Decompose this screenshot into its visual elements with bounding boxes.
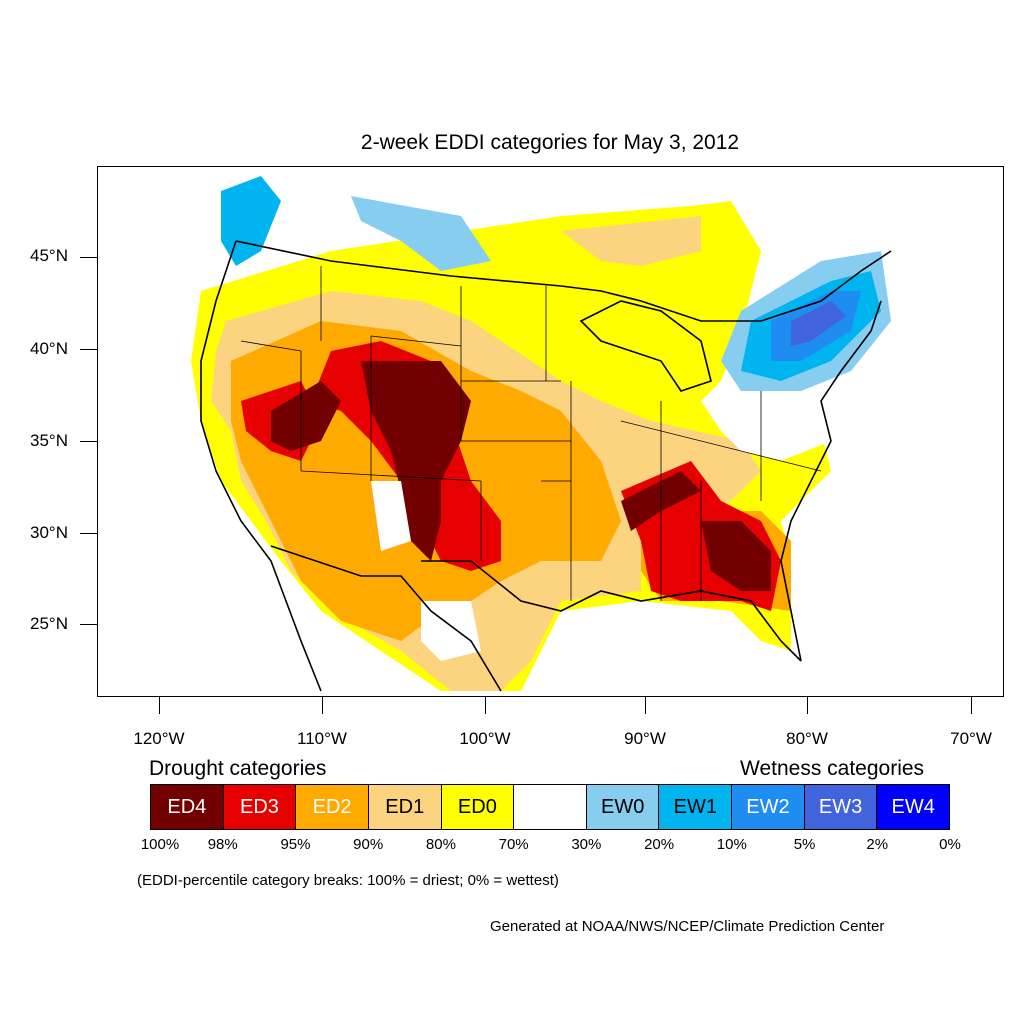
lat-label-25: 25°N xyxy=(30,614,68,633)
map-title: 2-week EDDI categories for May 3, 2012 xyxy=(360,131,740,154)
west-coast xyxy=(200,240,322,692)
ed4-west xyxy=(271,381,341,451)
percentile-label: 100% xyxy=(140,836,180,853)
percentile-label: 70% xyxy=(498,836,529,853)
lat-tick xyxy=(80,257,97,258)
wetness-heading: Wetness categories xyxy=(740,757,925,780)
lon-tick xyxy=(322,697,323,714)
lon-tick xyxy=(971,697,972,714)
legend-swatch-ew3: EW3 xyxy=(804,785,878,829)
lon-label-70: 70°W xyxy=(950,729,992,748)
legend-swatch-ew0: EW0 xyxy=(586,785,660,829)
legend-swatch-ew2: EW2 xyxy=(732,785,805,829)
eddi-map xyxy=(191,176,892,692)
legend-swatch-ed4: ED4 xyxy=(151,785,224,829)
ed4-southeast xyxy=(701,521,771,591)
percentile-label: 0% xyxy=(939,836,961,853)
drought-heading: Drought categories xyxy=(149,757,327,780)
percentile-label: 95% xyxy=(280,836,311,853)
percentile-label: 80% xyxy=(425,836,456,853)
legend-swatch-normal xyxy=(514,785,587,829)
mexico-border xyxy=(270,545,502,692)
lat-label-35: 35°N xyxy=(30,431,68,450)
state-lines xyxy=(240,266,822,601)
percentile-label: 30% xyxy=(571,836,602,853)
normal-texas xyxy=(421,601,481,661)
ew1-pacific-nw xyxy=(221,176,281,266)
map-panel xyxy=(97,166,1004,697)
lat-label-40: 40°N xyxy=(30,339,68,358)
great-lakes xyxy=(579,300,712,392)
percentile-label: 98% xyxy=(207,836,238,853)
lon-tick xyxy=(485,697,486,714)
ed1-north xyxy=(561,216,701,266)
percentile-label: 5% xyxy=(793,836,816,853)
normal-ohio-valley xyxy=(701,391,831,461)
credit-line: Generated at NOAA/NWS/NCEP/Climate Predi… xyxy=(490,918,885,935)
legend-swatch-ew4: EW4 xyxy=(877,785,950,829)
lat-tick xyxy=(80,533,97,534)
category-note: (EDDI-percentile category breaks: 100% =… xyxy=(137,872,559,889)
lat-tick xyxy=(80,624,97,625)
lon-label-90: 90°W xyxy=(624,729,666,748)
east-coast xyxy=(780,300,882,662)
boundaries xyxy=(200,240,892,692)
legend-swatch-ed0: ED0 xyxy=(441,785,515,829)
lat-label-45: 45°N xyxy=(30,246,68,265)
legend-swatch-ed2: ED2 xyxy=(296,785,369,829)
lon-tick xyxy=(807,697,808,714)
normal-colorado xyxy=(371,481,411,551)
percentile-label: 20% xyxy=(644,836,675,853)
category-legend: ED4 ED3 ED2 ED1 ED0 EW0 EW1 EW2 EW3 EW4 xyxy=(150,784,950,830)
lon-tick xyxy=(645,697,646,714)
lat-tick xyxy=(80,441,97,442)
lat-label-30: 30°N xyxy=(30,523,68,542)
lon-label-100: 100°W xyxy=(459,729,511,748)
lon-tick xyxy=(159,697,160,714)
ew3-northeast xyxy=(791,301,846,346)
legend-swatch-ed3: ED3 xyxy=(223,785,297,829)
border-us-canada xyxy=(235,240,892,322)
legend-swatch-ew1: EW1 xyxy=(659,785,733,829)
percentile-label: 10% xyxy=(716,836,747,853)
lon-label-120: 120°W xyxy=(133,729,185,748)
ed4-region xyxy=(361,361,471,561)
percentile-label: 90% xyxy=(353,836,384,853)
percentile-label: 2% xyxy=(866,836,889,853)
lon-label-80: 80°W xyxy=(786,729,828,748)
gulf-coast xyxy=(421,560,802,662)
lon-label-110: 110°W xyxy=(297,729,347,748)
legend-swatch-ed1: ED1 xyxy=(368,785,442,829)
lat-tick xyxy=(80,349,97,350)
ew0-north-plains xyxy=(351,196,491,271)
